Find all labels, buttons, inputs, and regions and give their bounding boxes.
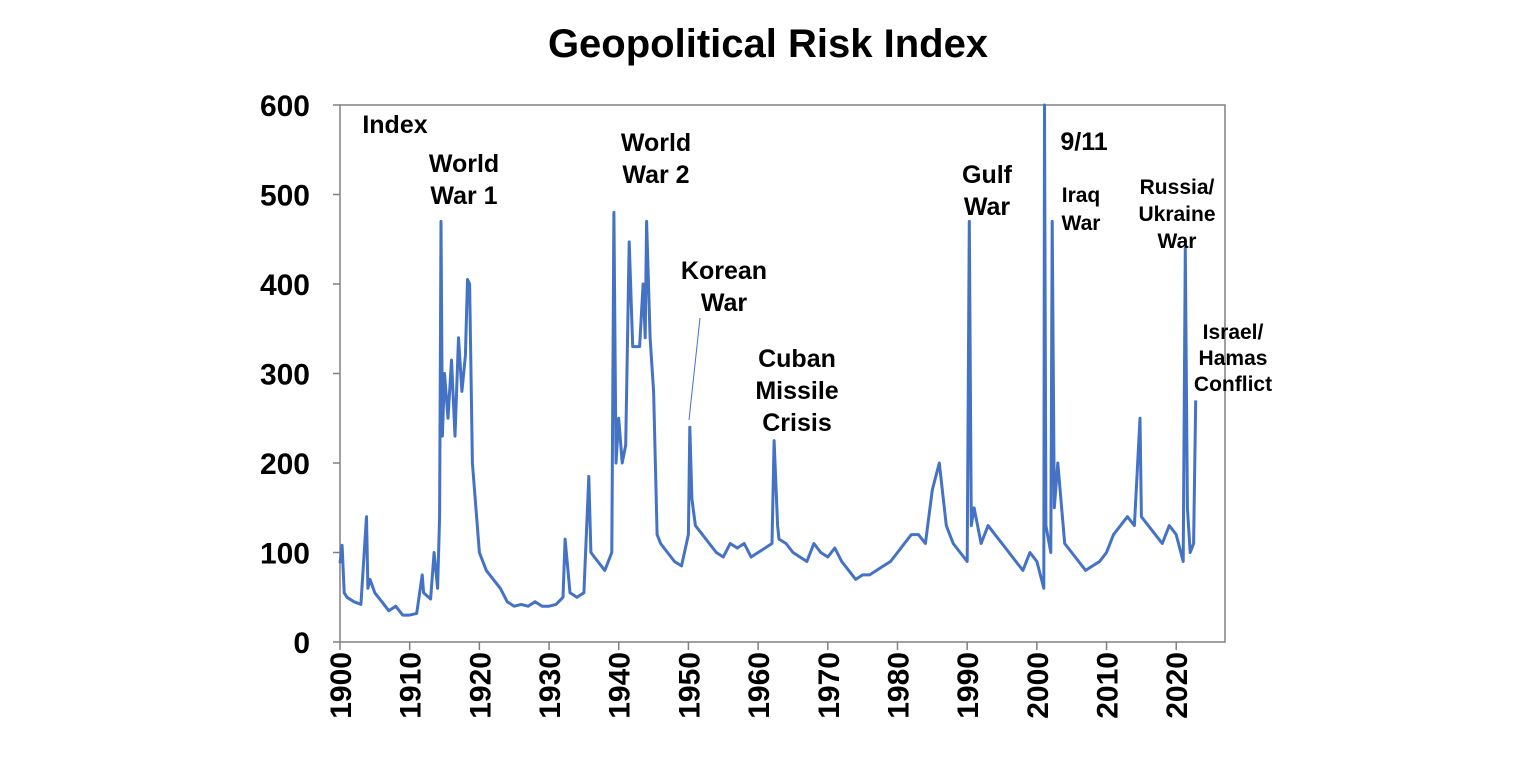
x-tick-label: 2000 [1022, 652, 1055, 719]
chart-title: Geopolitical Risk Index [547, 22, 989, 66]
x-tick-label: 2020 [1161, 652, 1194, 719]
y-tick-label: 100 [260, 538, 310, 571]
y-tick-label: 400 [260, 269, 310, 302]
korean-war-leader-line [688, 317, 701, 421]
annotation-label: War [1158, 230, 1197, 253]
annotation-label: Israel/ [1203, 321, 1264, 344]
y-tick-label: 300 [260, 359, 310, 392]
annotation-label: Ukraine [1138, 203, 1215, 226]
y-tick-label: 600 [260, 90, 310, 123]
x-tick-label: 1940 [604, 652, 637, 719]
annotation-label: Gulf [962, 161, 1013, 189]
x-tick-label: 1910 [395, 652, 428, 719]
annotation-label: Missile [755, 377, 838, 405]
y-tick-label: 0 [293, 627, 310, 660]
annotation-label: War [964, 193, 1011, 221]
annotation-label: Iraq [1062, 184, 1101, 207]
annotation-label: Korean [681, 257, 767, 285]
annotation-label: War [701, 289, 748, 317]
x-tick-label: 1930 [534, 652, 567, 719]
x-tick-label: 1990 [952, 652, 985, 719]
annotation-label: War 1 [430, 182, 497, 210]
y-axis: 0 100 200 300 400 500 600 [260, 90, 340, 660]
annotation-label: Russia/ [1140, 176, 1215, 199]
x-tick-label: 1900 [325, 652, 358, 719]
annotation-label: Hamas [1199, 347, 1268, 370]
annotation-label: Index [362, 111, 427, 139]
x-axis: 1900 1910 1920 1930 1940 1950 1960 1970 1980 1990… [325, 642, 1194, 719]
annotation-label: World [621, 129, 691, 157]
annotation-label: 9/11 [1060, 128, 1107, 156]
annotation-label: Cuban [758, 345, 836, 373]
x-tick-label: 1920 [464, 652, 497, 719]
x-tick-label: 1980 [882, 652, 915, 719]
annotation-label: World [429, 150, 499, 178]
x-tick-label: 1950 [673, 652, 706, 719]
x-tick-label: 2010 [1092, 652, 1125, 719]
y-tick-label: 500 [260, 180, 310, 213]
series-line-geopolitical-risk [338, 103, 1198, 617]
x-tick-label: 1970 [813, 652, 846, 719]
y-tick-label: 200 [260, 448, 310, 481]
x-tick-label: 1960 [743, 652, 776, 719]
annotation-label: Conflict [1194, 373, 1272, 396]
annotation-label: War 2 [622, 161, 689, 189]
annotation-label: War [1062, 212, 1101, 235]
annotation-label: Crisis [762, 409, 831, 437]
